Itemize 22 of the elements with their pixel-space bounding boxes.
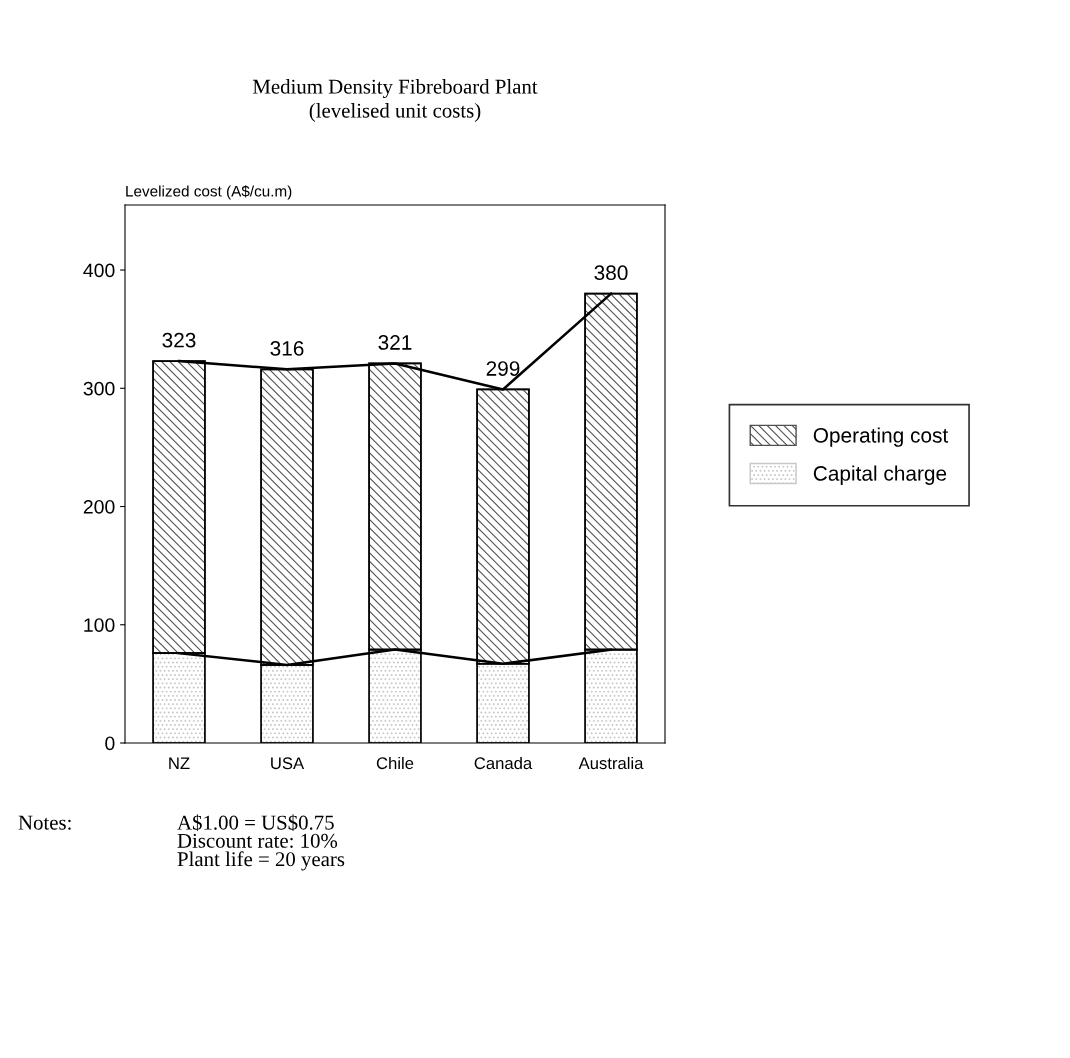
total-label: 321 bbox=[378, 335, 412, 350]
legend-label: Operating cost bbox=[813, 427, 949, 447]
y-tick-label: 300 bbox=[83, 381, 115, 396]
y-tick-label: 100 bbox=[84, 618, 115, 632]
total-label: 316 bbox=[270, 341, 304, 356]
y-tick-label: 400 bbox=[83, 263, 115, 278]
y-axis-title: Levelized cost (A$/cu.m) bbox=[126, 185, 292, 200]
y-tick-label: 200 bbox=[83, 499, 115, 514]
x-tick-label: Australia bbox=[578, 756, 644, 770]
total-label: 380 bbox=[594, 265, 628, 281]
total-label: 323 bbox=[162, 332, 196, 348]
legend-label: Capital charge bbox=[813, 465, 947, 485]
x-tick-label: NZ bbox=[169, 757, 190, 769]
text: A$1.00 = US$0.75 Discount rate: 10% Plant life = 20 years bbox=[177, 814, 345, 871]
total-label: 299 bbox=[486, 361, 520, 376]
x-tick-label: USA bbox=[271, 757, 305, 770]
chart-subtitle: (levelised unit costs) bbox=[309, 103, 481, 122]
text: Notes: bbox=[18, 815, 71, 830]
chart-title: Medium Density Fibreboard Plant bbox=[252, 79, 538, 98]
x-tick-label: Canada bbox=[474, 756, 533, 770]
x-tick-label: Chile bbox=[376, 756, 414, 770]
y-tick-label: 0 bbox=[105, 736, 115, 751]
